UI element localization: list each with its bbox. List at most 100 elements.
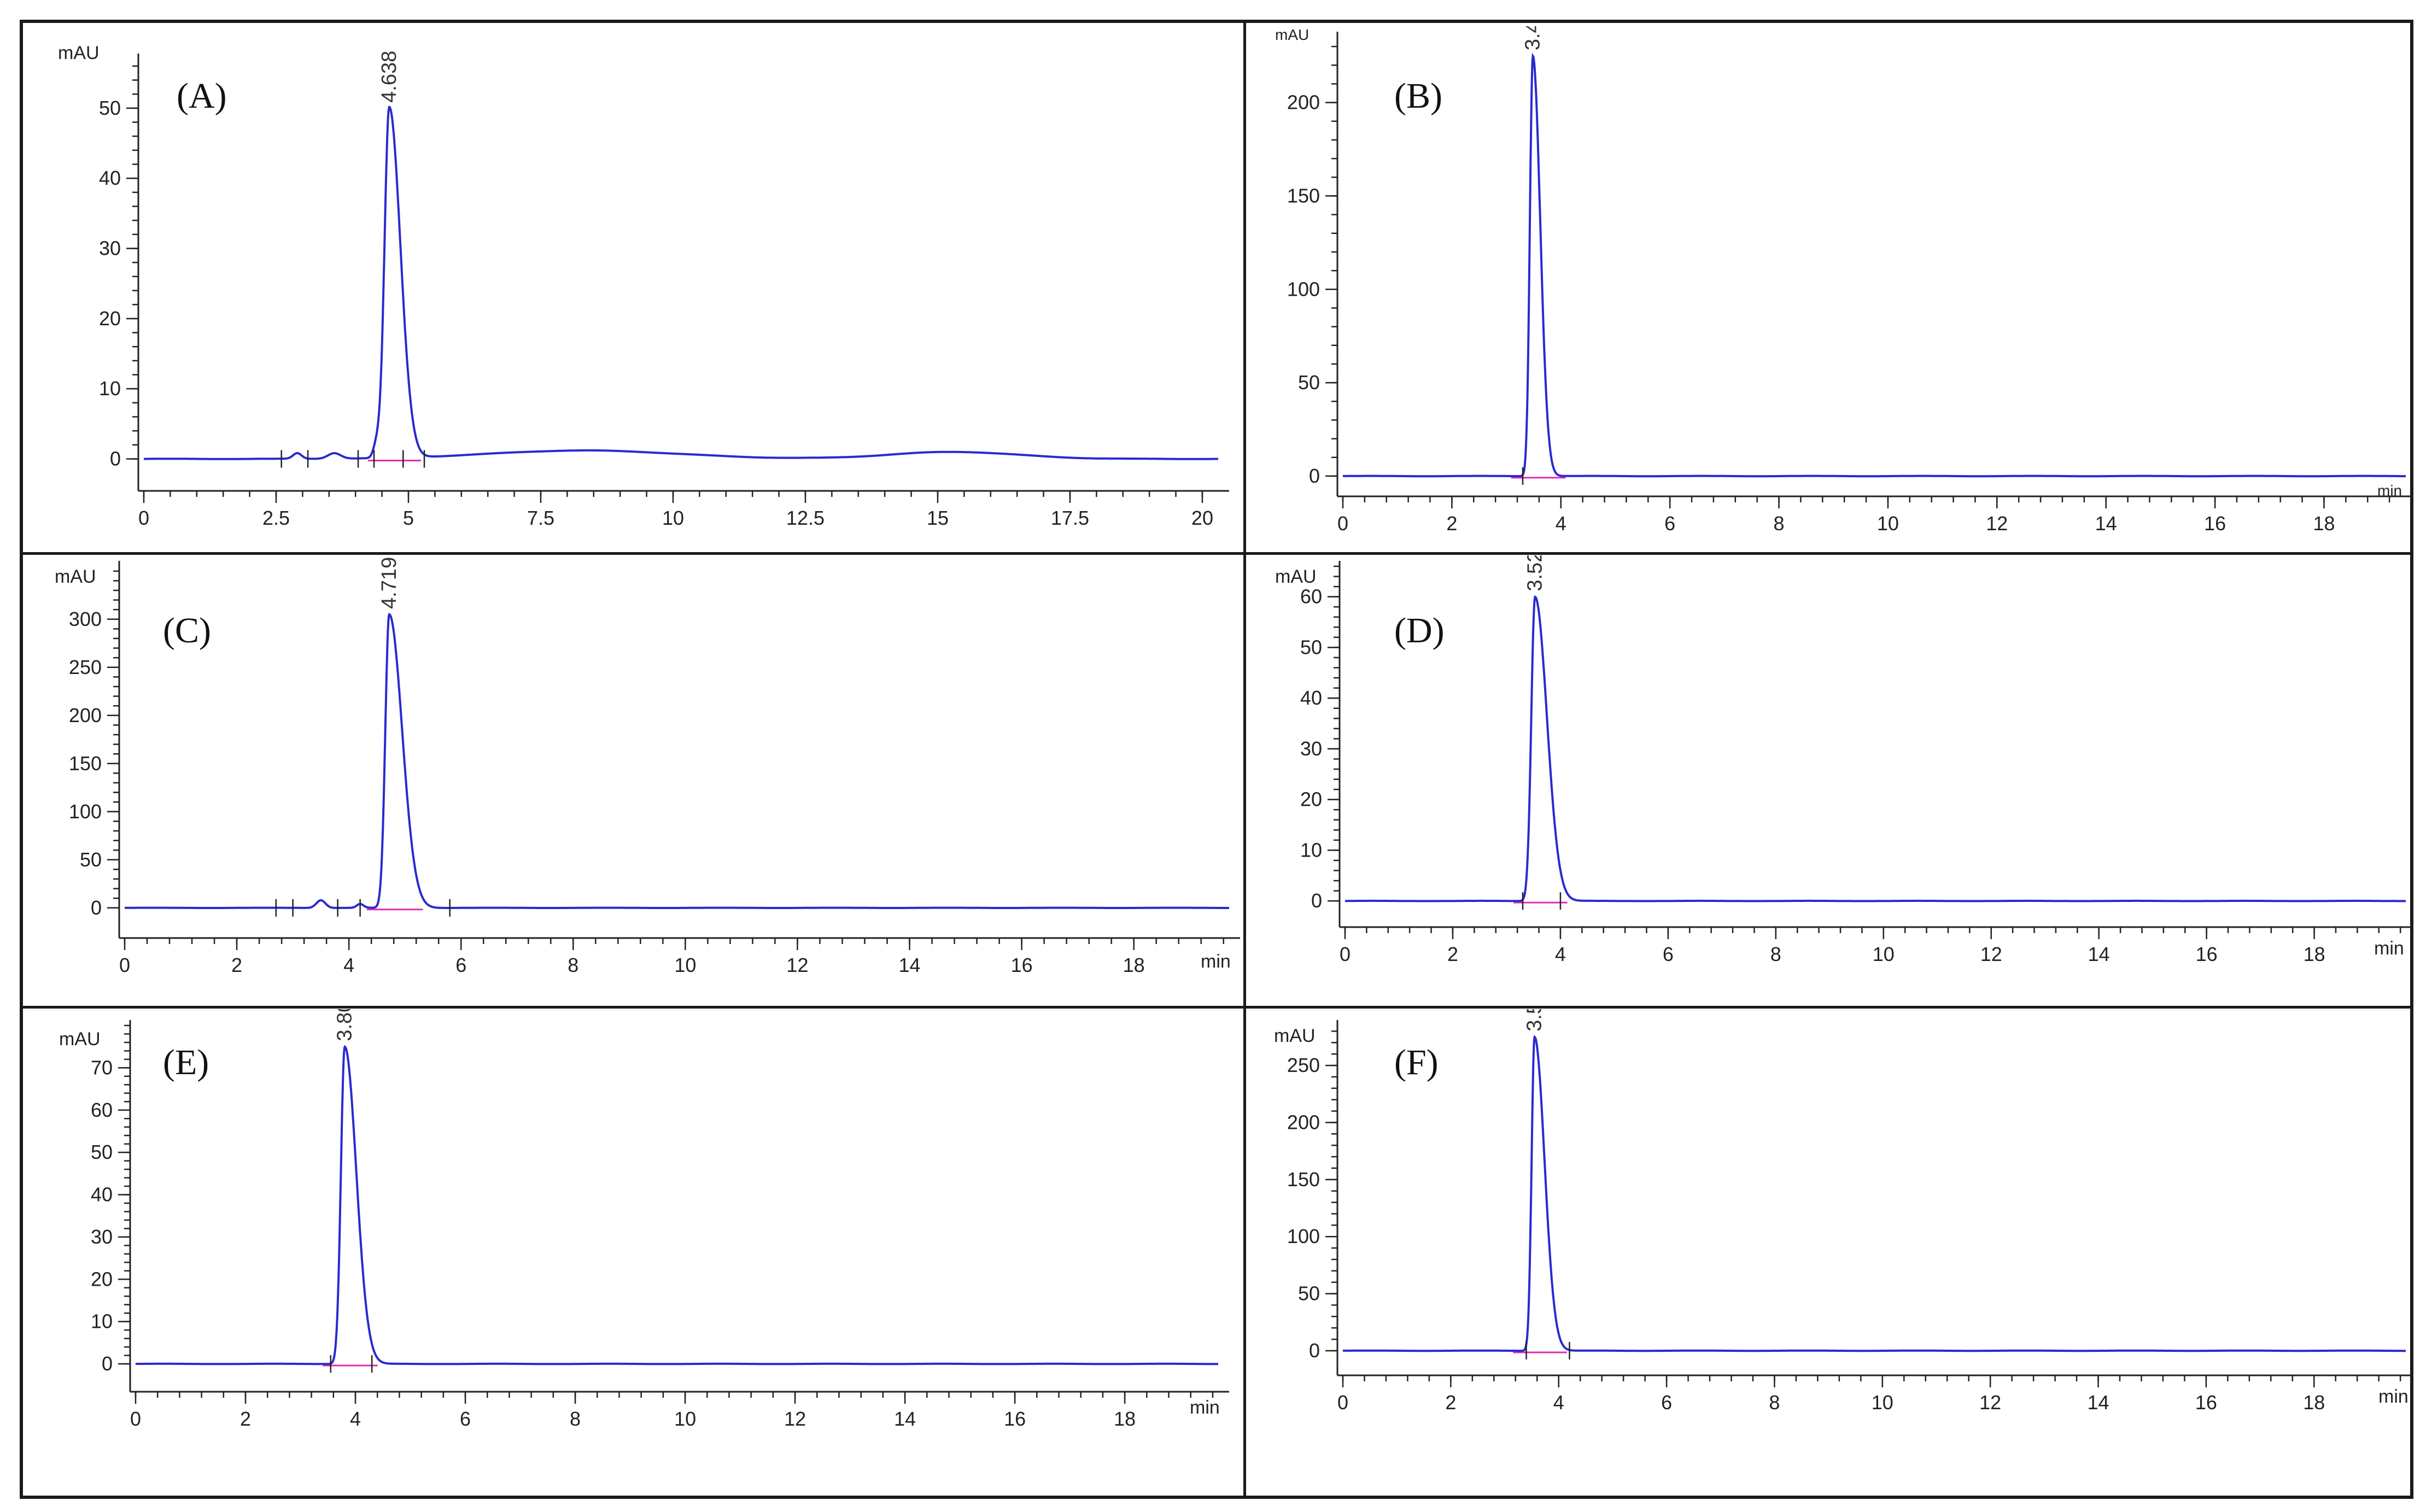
x-tick-label: 14 bbox=[2088, 943, 2110, 965]
x-tick-label: 4 bbox=[1556, 512, 1566, 535]
y-tick-label: 50 bbox=[91, 1141, 113, 1163]
chart-c-svg: 0 2 4 6 8 10 12 14 16 18 0 50 100 150 200 250 300 4.719 bbox=[69, 557, 1240, 976]
peak-retention-time-label: 4.638 bbox=[378, 51, 401, 103]
y-tick-label: 30 bbox=[1300, 737, 1322, 760]
y-tick-label: 0 bbox=[1309, 465, 1320, 487]
x-tick-label: 14 bbox=[2095, 512, 2117, 535]
x-tick-label: 12 bbox=[786, 954, 808, 976]
x-tick-label: 12 bbox=[1979, 1391, 2001, 1414]
y-tick-label: 50 bbox=[1298, 1282, 1320, 1305]
x-tick-label: 2 bbox=[1447, 943, 1458, 965]
x-tick-label: 10 bbox=[674, 1408, 696, 1430]
x-tick-label: 14 bbox=[899, 954, 921, 976]
x-tick-label: 16 bbox=[1004, 1408, 1026, 1430]
y-tick-label: 50 bbox=[1300, 636, 1322, 658]
x-tick-label: 10 bbox=[674, 954, 696, 976]
chart-f-svg: 0 2 4 6 8 10 12 14 16 18 0 50 100 150 200 250 3.553 bbox=[1287, 1009, 2413, 1414]
y-tick-label: 20 bbox=[99, 307, 121, 330]
panel-divider-horizontal bbox=[23, 552, 2410, 555]
y-tick-label: 50 bbox=[80, 848, 102, 871]
x-tick-label: 18 bbox=[2303, 1391, 2325, 1414]
x-tick-label: 16 bbox=[1011, 954, 1033, 976]
y-axis-unit-f: mAU bbox=[1274, 1025, 1316, 1046]
x-tick-label: 8 bbox=[1769, 1391, 1780, 1414]
y-tick-label: 10 bbox=[1300, 839, 1322, 861]
panel-label-e: (E) bbox=[163, 1042, 209, 1082]
y-tick-label: 200 bbox=[69, 704, 102, 726]
x-tick-label: 2.5 bbox=[262, 507, 290, 529]
peak-retention-time-label: 3.553 bbox=[1523, 1009, 1546, 1032]
panel-label-d: (D) bbox=[1394, 611, 1445, 650]
chart-a-svg: 0 2.5 5 7.5 10 12.5 15 17.5 20 0 10 20 30 40 50 4.638 bbox=[99, 51, 1229, 529]
y-tick-label: 50 bbox=[1298, 371, 1320, 394]
x-tick-label: 6 bbox=[460, 1408, 471, 1430]
chromatogram-trace bbox=[125, 612, 1229, 909]
panel-divider-vertical bbox=[1243, 23, 1246, 1496]
x-tick-label: 6 bbox=[455, 954, 466, 976]
x-tick-label: 0 bbox=[119, 954, 130, 976]
panel-a: 0 2.5 5 7.5 10 12.5 15 17.5 20 0 10 20 30 40 50 4.638 (… bbox=[26, 26, 1240, 549]
x-tick-label: 18 bbox=[1123, 954, 1145, 976]
x-tick-label: 2 bbox=[1446, 512, 1457, 535]
chart-e-svg: 0 2 4 6 8 10 12 14 16 18 0 10 20 30 40 50 60 70 3.806 bbox=[91, 1009, 1229, 1430]
x-tick-label: 10 bbox=[662, 507, 684, 529]
x-tick-label: 0 bbox=[130, 1408, 141, 1430]
y-tick-label: 0 bbox=[91, 896, 102, 919]
y-tick-label: 250 bbox=[69, 656, 102, 678]
panel-label-c: (C) bbox=[163, 611, 211, 650]
x-tick-label: 2 bbox=[231, 954, 242, 976]
x-tick-label: 8 bbox=[1770, 943, 1781, 965]
y-tick-label: 250 bbox=[1287, 1054, 1320, 1076]
peak-retention-time-label: 4.719 bbox=[378, 557, 401, 609]
x-tick-label: 7.5 bbox=[527, 507, 554, 529]
x-tick-label: 18 bbox=[2304, 943, 2325, 965]
y-tick-label: 150 bbox=[1287, 1168, 1320, 1191]
x-tick-label: 16 bbox=[2196, 943, 2218, 965]
x-axis-unit-f: min bbox=[2378, 1386, 2409, 1407]
x-tick-label: 6 bbox=[1661, 1391, 1672, 1414]
panel-label-a: (A) bbox=[177, 76, 227, 116]
x-tick-label: 18 bbox=[2313, 512, 2335, 535]
y-tick-label: 100 bbox=[1287, 1225, 1320, 1247]
x-tick-label: 2 bbox=[240, 1408, 251, 1430]
panel-label-f: (F) bbox=[1394, 1042, 1439, 1082]
x-tick-label: 8 bbox=[1774, 512, 1785, 535]
y-tick-label: 60 bbox=[1300, 585, 1322, 608]
x-tick-label: 4 bbox=[343, 954, 354, 976]
x-tick-label: 10 bbox=[1877, 512, 1899, 535]
panel-grid: 0 2.5 5 7.5 10 12.5 15 17.5 20 0 10 20 30 40 50 4.638 (… bbox=[20, 20, 2413, 1499]
y-tick-label: 20 bbox=[1300, 788, 1322, 811]
panel-e: 0 2 4 6 8 10 12 14 16 18 0 10 20 30 40 50 60 70 3.806 (E) … bbox=[26, 1009, 1240, 1499]
x-tick-label: 6 bbox=[1664, 512, 1675, 535]
panel-c: 0 2 4 6 8 10 12 14 16 18 0 50 100 150 200 250 300 4.719 (… bbox=[26, 555, 1240, 1004]
y-tick-label: 10 bbox=[99, 377, 121, 400]
x-tick-label: 4 bbox=[350, 1408, 361, 1430]
chart-b-svg: 0 2 4 6 8 10 12 14 16 18 0 50 100 150 200 3.486 bbox=[1287, 26, 2413, 535]
x-tick-label: 10 bbox=[1873, 943, 1895, 965]
y-tick-label: 150 bbox=[69, 752, 102, 775]
y-tick-label: 300 bbox=[69, 608, 102, 630]
y-axis-unit-c: mAU bbox=[55, 566, 96, 587]
x-tick-label: 15 bbox=[927, 507, 949, 529]
y-axis-unit-a: mAU bbox=[58, 43, 100, 63]
x-tick-label: 0 bbox=[138, 507, 149, 529]
y-axis-unit-e: mAU bbox=[59, 1029, 101, 1050]
x-tick-label: 12 bbox=[1986, 512, 2008, 535]
panel-divider-horizontal bbox=[23, 1006, 2410, 1009]
x-tick-label: 8 bbox=[568, 954, 578, 976]
y-tick-label: 20 bbox=[91, 1268, 113, 1290]
panel-label-b: (B) bbox=[1394, 76, 1442, 116]
y-tick-label: 30 bbox=[99, 237, 121, 260]
y-tick-label: 40 bbox=[99, 167, 121, 189]
y-tick-label: 0 bbox=[110, 448, 121, 470]
x-tick-label: 14 bbox=[2087, 1391, 2109, 1414]
x-tick-label: 12 bbox=[784, 1408, 806, 1430]
peak-retention-time-label: 3.529 bbox=[1524, 555, 1547, 591]
y-tick-label: 70 bbox=[91, 1056, 113, 1079]
x-tick-label: 14 bbox=[894, 1408, 916, 1430]
x-tick-label: 4 bbox=[1555, 943, 1566, 965]
x-tick-label: 6 bbox=[1663, 943, 1674, 965]
chromatogram-trace bbox=[136, 1045, 1218, 1366]
chromatogram-trace bbox=[1343, 1035, 2406, 1352]
